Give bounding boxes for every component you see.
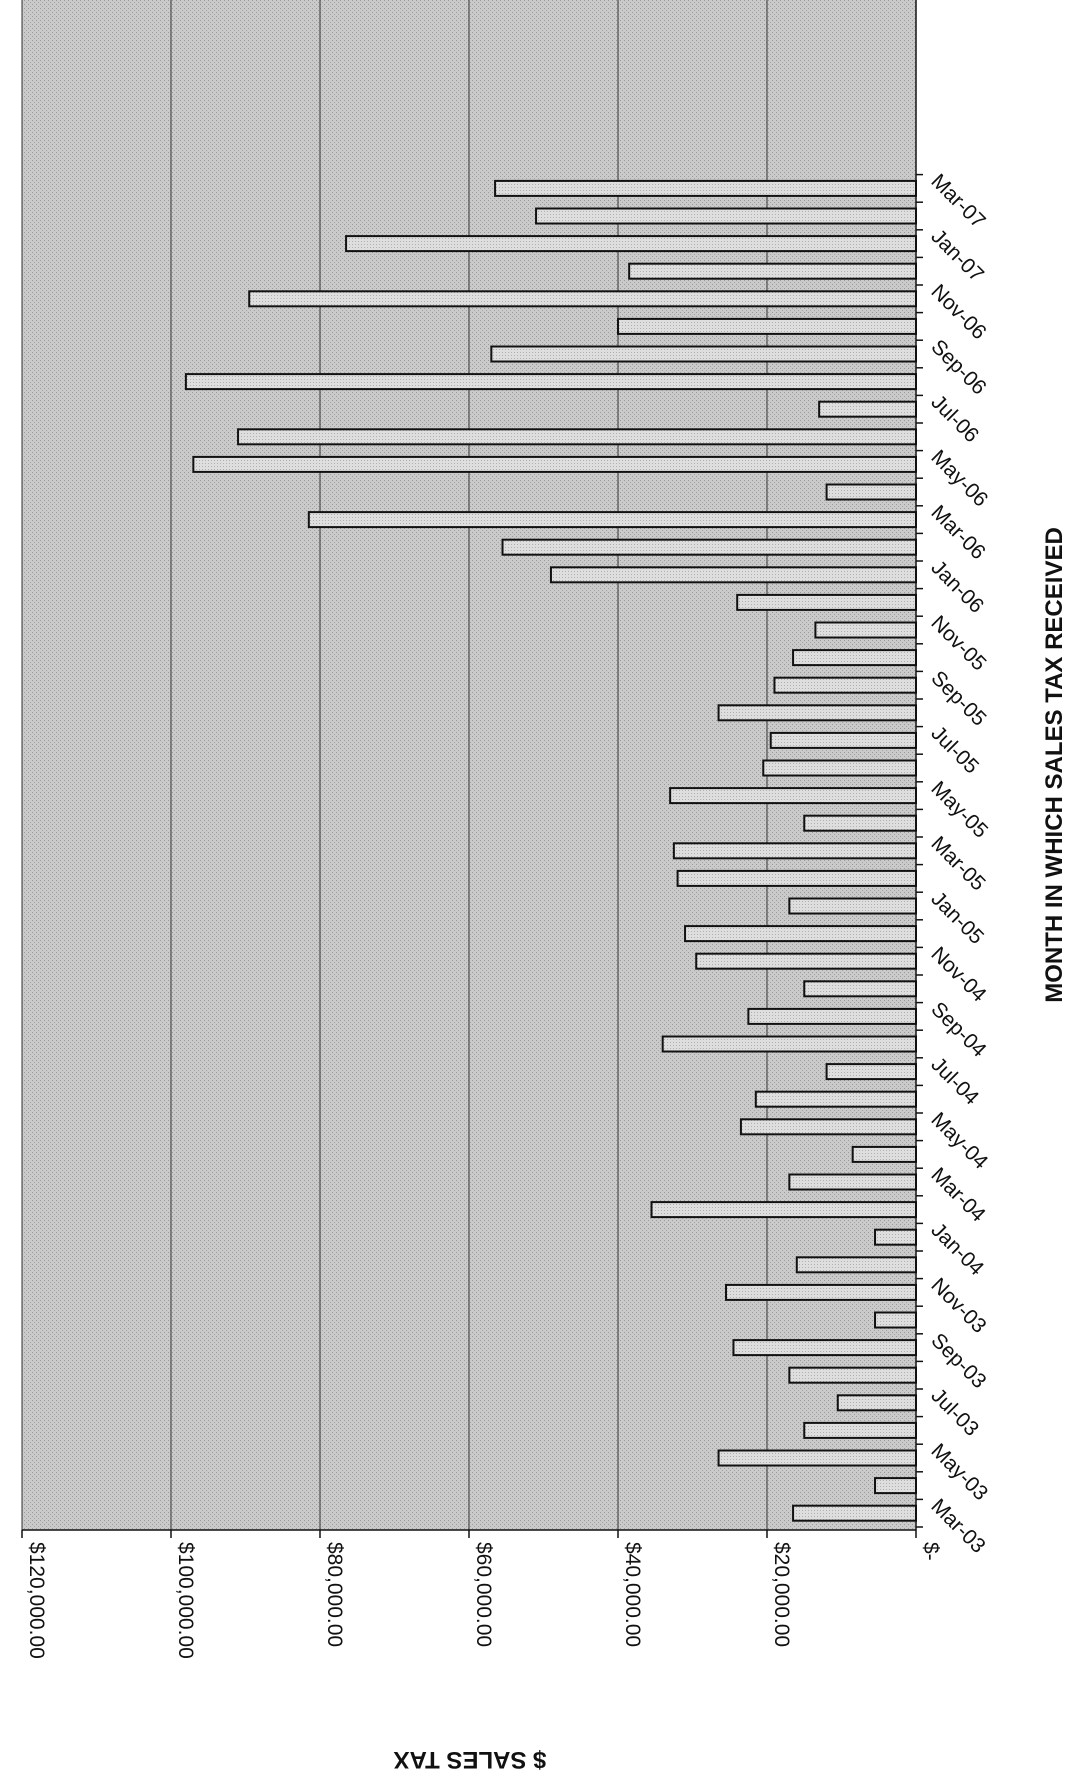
bar-may-06 <box>192 455 918 473</box>
category-tick-label: Nov-04 <box>926 942 990 1006</box>
category-tick-label: Sep-03 <box>926 1329 990 1393</box>
bar-oct-06 <box>617 317 917 335</box>
category-tick-label: Sep-05 <box>926 666 990 730</box>
bar-may-04 <box>739 1118 917 1136</box>
bar-sep-04 <box>747 1007 917 1025</box>
value-tick-label: $60,000.00 <box>472 1542 495 1647</box>
category-tick-label: Jul-04 <box>926 1053 983 1110</box>
value-tick-label: $20,000.00 <box>770 1542 793 1647</box>
bar-mar-07 <box>494 179 917 197</box>
value-tick-label: $40,000.00 <box>621 1542 644 1647</box>
category-tick-label: Jan-07 <box>926 225 988 287</box>
value-tick-label: $- <box>919 1542 942 1561</box>
bar-dec-06 <box>628 262 917 280</box>
bar-nov-06 <box>248 290 918 308</box>
bar-dec-05 <box>736 593 918 611</box>
bar-apr-05 <box>803 814 917 832</box>
bar-jun-03 <box>803 1421 917 1439</box>
bar-jun-04 <box>754 1090 918 1108</box>
bar-mar-06 <box>307 511 917 529</box>
bar-dec-04 <box>684 925 917 943</box>
category-axis-ticks: Mar-03May-03Jul-03Sep-03Nov-03Jan-04Mar-… <box>916 170 992 1558</box>
category-tick-label: Jan-04 <box>926 1218 988 1280</box>
bar-apr-06 <box>825 483 917 501</box>
bar-jan-05 <box>788 897 917 915</box>
value-axis-ticks: $- $20,000.00 $40,000.00 $60,000.00 $80,000.… <box>21 1530 942 1659</box>
bar-jul-04 <box>825 1063 917 1081</box>
bar-feb-07 <box>535 207 917 225</box>
bar-aug-05 <box>717 704 918 722</box>
bar-jul-05 <box>769 731 917 749</box>
gridlines <box>21 0 768 1530</box>
bar-aug-06 <box>184 373 917 391</box>
bar-oct-03 <box>874 1311 918 1329</box>
bar-mar-03 <box>792 1504 918 1522</box>
bar-feb-05 <box>676 869 917 887</box>
bar-sep-06 <box>490 345 917 363</box>
bar-jan-06 <box>549 566 917 584</box>
category-tick-label: May-05 <box>926 777 992 843</box>
category-tick-label: Sep-04 <box>926 998 990 1062</box>
bar-nov-04 <box>695 952 917 970</box>
category-tick-label: Mar-06 <box>926 501 989 564</box>
bar-oct-04 <box>803 980 917 998</box>
value-tick-label: $100,000.00 <box>174 1542 197 1659</box>
category-tick-label: Nov-05 <box>926 611 990 675</box>
bar-nov-05 <box>814 621 917 639</box>
bar-apr-03 <box>874 1477 918 1495</box>
bar-mar-05 <box>672 842 917 860</box>
bar-jan-07 <box>345 235 917 253</box>
bar-jul-06 <box>818 400 918 418</box>
bar-oct-05 <box>792 649 918 667</box>
bar-feb-04 <box>650 1201 918 1219</box>
bar-aug-04 <box>661 1035 918 1053</box>
category-tick-label: May-03 <box>926 1439 992 1505</box>
category-tick-label: Jan-05 <box>926 887 988 949</box>
y-axis-title: $ SALES TAX <box>394 1746 547 1771</box>
category-tick-label: Sep-06 <box>926 335 990 399</box>
category-tick-label: Mar-05 <box>926 832 989 895</box>
bar-jan-04 <box>874 1228 918 1246</box>
bar-aug-03 <box>788 1366 917 1384</box>
bar-sep-03 <box>732 1339 917 1357</box>
bar-feb-06 <box>501 538 917 556</box>
bar-jun-05 <box>762 759 918 777</box>
category-tick-label: May-04 <box>926 1108 992 1174</box>
bar-mar-04 <box>788 1173 917 1191</box>
bar-may-05 <box>669 787 918 805</box>
bar-sep-05 <box>773 676 918 694</box>
category-tick-label: Mar-07 <box>926 170 989 233</box>
bar-apr-04 <box>851 1145 917 1163</box>
bar-jul-03 <box>836 1394 918 1412</box>
x-axis-title: MONTH IN WHICH SALES TAX RECEIVED <box>1041 527 1068 1003</box>
value-tick-label: $80,000.00 <box>323 1542 346 1647</box>
category-tick-label: Nov-03 <box>926 1274 990 1338</box>
bar-jun-06 <box>237 428 918 446</box>
bar-dec-03 <box>795 1256 917 1274</box>
category-tick-label: May-06 <box>926 446 992 512</box>
value-tick-label: $120,000.00 <box>25 1542 48 1659</box>
category-tick-label: Mar-04 <box>926 1163 990 1227</box>
bar-may-03 <box>717 1449 918 1467</box>
category-tick-label: Nov-06 <box>926 280 990 344</box>
bar-nov-03 <box>725 1283 918 1301</box>
category-tick-label: Jan-06 <box>926 556 988 618</box>
